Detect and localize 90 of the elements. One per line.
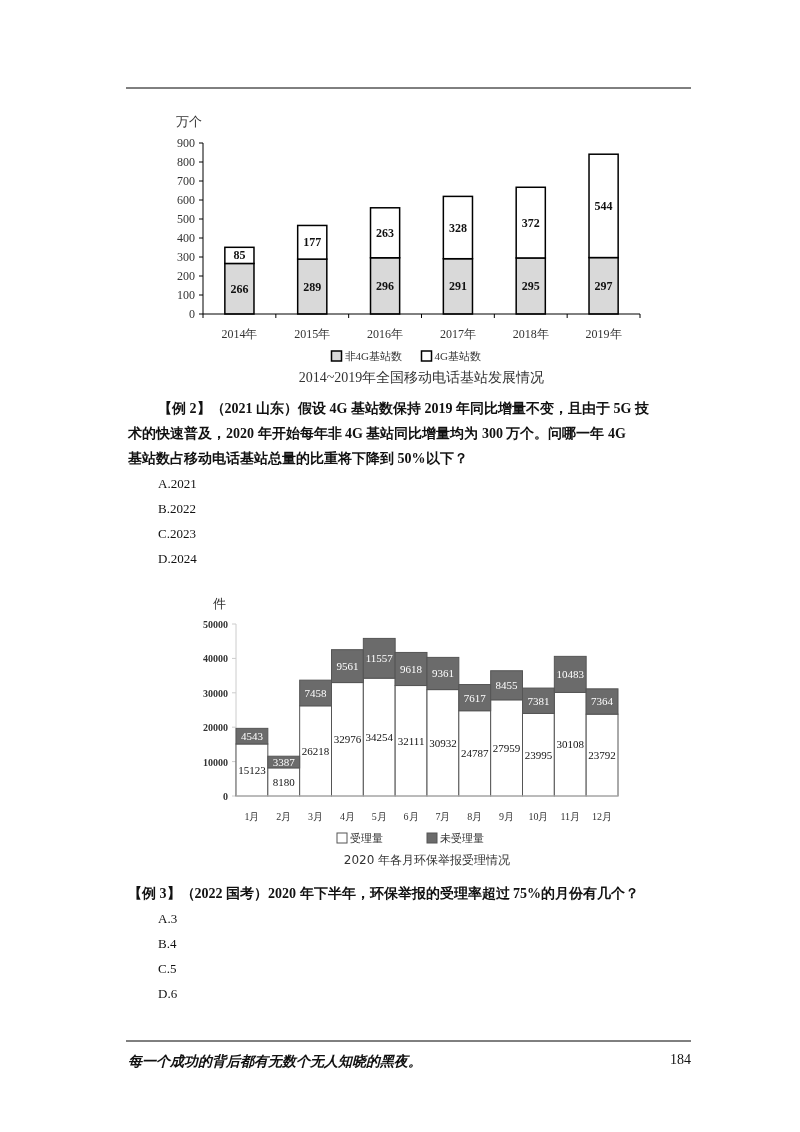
data-label: 266 bbox=[230, 281, 249, 296]
x-tick-label: 6月 bbox=[403, 811, 419, 822]
data-label: 295 bbox=[521, 278, 540, 293]
legend-label: 非4G基站数 bbox=[344, 350, 402, 362]
text: D.2024 bbox=[158, 551, 198, 566]
text: B.4 bbox=[158, 936, 177, 951]
data-label: 8180 bbox=[272, 775, 296, 788]
data-label: 4543 bbox=[240, 730, 264, 743]
y-tick-label: 30000 bbox=[203, 687, 228, 699]
data-label: 289 bbox=[303, 279, 322, 294]
x-tick-label: 2019年 bbox=[585, 327, 622, 341]
x-tick-label: 2014年 bbox=[221, 327, 258, 341]
data-label: 7381 bbox=[527, 694, 550, 707]
data-label: 15123 bbox=[238, 763, 267, 776]
text: 每一个成功的背后都有无数个无人知晓的黑夜。 bbox=[128, 1053, 422, 1069]
data-label: 372 bbox=[521, 215, 540, 230]
data-label: 7617 bbox=[463, 691, 487, 704]
text: 184 bbox=[670, 1052, 691, 1067]
data-label: 32976 bbox=[333, 733, 362, 746]
y-tick-label: 40000 bbox=[203, 653, 228, 665]
data-label: 7458 bbox=[304, 686, 328, 699]
text: A.3 bbox=[158, 911, 178, 926]
data-label: 11557 bbox=[365, 652, 394, 665]
data-label: 23995 bbox=[524, 748, 553, 761]
data-label: 297 bbox=[594, 278, 613, 293]
x-tick-label: 5月 bbox=[371, 811, 387, 822]
x-tick-label: 3月 bbox=[308, 811, 324, 822]
data-label: 27959 bbox=[492, 741, 521, 754]
data-label: 32111 bbox=[397, 734, 425, 747]
x-tick-label: 2017年 bbox=[439, 327, 476, 341]
data-label: 328 bbox=[448, 220, 467, 235]
data-label: 9361 bbox=[431, 667, 454, 680]
x-tick-label: 11月 bbox=[560, 811, 581, 822]
x-tick-label: 7月 bbox=[435, 811, 451, 822]
data-label: 7364 bbox=[591, 695, 614, 708]
y-tick-label: 400 bbox=[177, 231, 195, 245]
y-tick-label: 100 bbox=[177, 288, 195, 302]
data-label: 177 bbox=[303, 235, 322, 250]
data-label: 263 bbox=[376, 225, 395, 240]
data-label: 296 bbox=[376, 278, 395, 293]
text: 2020 年各月环保举报受理情况 bbox=[343, 853, 511, 867]
data-label: 85 bbox=[233, 248, 246, 263]
y-tick-label: 10000 bbox=[203, 756, 228, 768]
data-label: 23792 bbox=[588, 749, 616, 762]
y-tick-label: 0 bbox=[223, 791, 228, 802]
y-axis-title: 万个 bbox=[176, 114, 202, 129]
data-label: 30108 bbox=[556, 738, 585, 751]
text: 【例 3】（2022 国考）2020 年下半年，环保举报的受理率超过 75%的月份有几个？ bbox=[128, 885, 639, 901]
text: C.2023 bbox=[158, 526, 196, 541]
y-tick-label: 0 bbox=[189, 307, 195, 321]
data-label: 3387 bbox=[272, 756, 296, 769]
text: D.6 bbox=[158, 986, 178, 1001]
y-tick-label: 700 bbox=[177, 174, 195, 188]
legend-label: 4G基站数 bbox=[434, 350, 481, 362]
text: C.5 bbox=[158, 961, 177, 976]
y-tick-label: 600 bbox=[177, 193, 195, 207]
data-label: 30932 bbox=[429, 736, 457, 749]
data-label: 10483 bbox=[556, 668, 585, 681]
y-tick-label: 50000 bbox=[203, 619, 228, 630]
x-tick-label: 4月 bbox=[339, 811, 355, 822]
text: 2014~2019年全国移动电话基站发展情况 bbox=[298, 370, 545, 385]
y-tick-label: 800 bbox=[177, 155, 195, 169]
x-tick-label: 8月 bbox=[467, 811, 483, 822]
data-label: 544 bbox=[594, 198, 613, 213]
y-tick-label: 500 bbox=[177, 212, 195, 226]
y-tick-label: 20000 bbox=[203, 722, 228, 734]
x-tick-label: 10月 bbox=[528, 811, 549, 822]
x-tick-label: 2018年 bbox=[512, 327, 549, 341]
data-label: 26218 bbox=[301, 744, 330, 757]
legend-label: 未受理量 bbox=[440, 832, 484, 844]
data-label: 9561 bbox=[336, 660, 359, 673]
x-tick-label: 1月 bbox=[244, 811, 260, 822]
y-tick-label: 900 bbox=[177, 136, 195, 150]
text: 【例 2】（2021 山东）假设 4G 基站数保持 2019 年同比增量不变，且由于 5G 技术的快速普及，2020 年开始每年非 4G 基站同比增量均为 300 万个。问哪一年 4G 基站数占移动电话基站总量的比重将下降到 50%以下？ bbox=[127, 400, 650, 466]
y-tick-label: 200 bbox=[177, 269, 195, 283]
text: A.2021 bbox=[158, 476, 197, 491]
y-tick-label: 300 bbox=[177, 250, 195, 264]
x-tick-label: 9月 bbox=[499, 811, 515, 822]
y-axis-title: 件 bbox=[213, 596, 226, 611]
x-tick-label: 2016年 bbox=[367, 327, 404, 341]
x-tick-label: 2月 bbox=[276, 811, 292, 822]
text: B.2022 bbox=[158, 501, 196, 516]
data-label: 9618 bbox=[400, 663, 423, 675]
x-tick-label: 2015年 bbox=[294, 327, 331, 341]
x-tick-label: 12月 bbox=[592, 811, 613, 822]
data-label: 24787 bbox=[461, 747, 489, 760]
legend-label: 受理量 bbox=[350, 832, 383, 844]
data-label: 8455 bbox=[495, 679, 519, 692]
data-label: 291 bbox=[448, 279, 467, 294]
data-label: 34254 bbox=[365, 731, 394, 744]
